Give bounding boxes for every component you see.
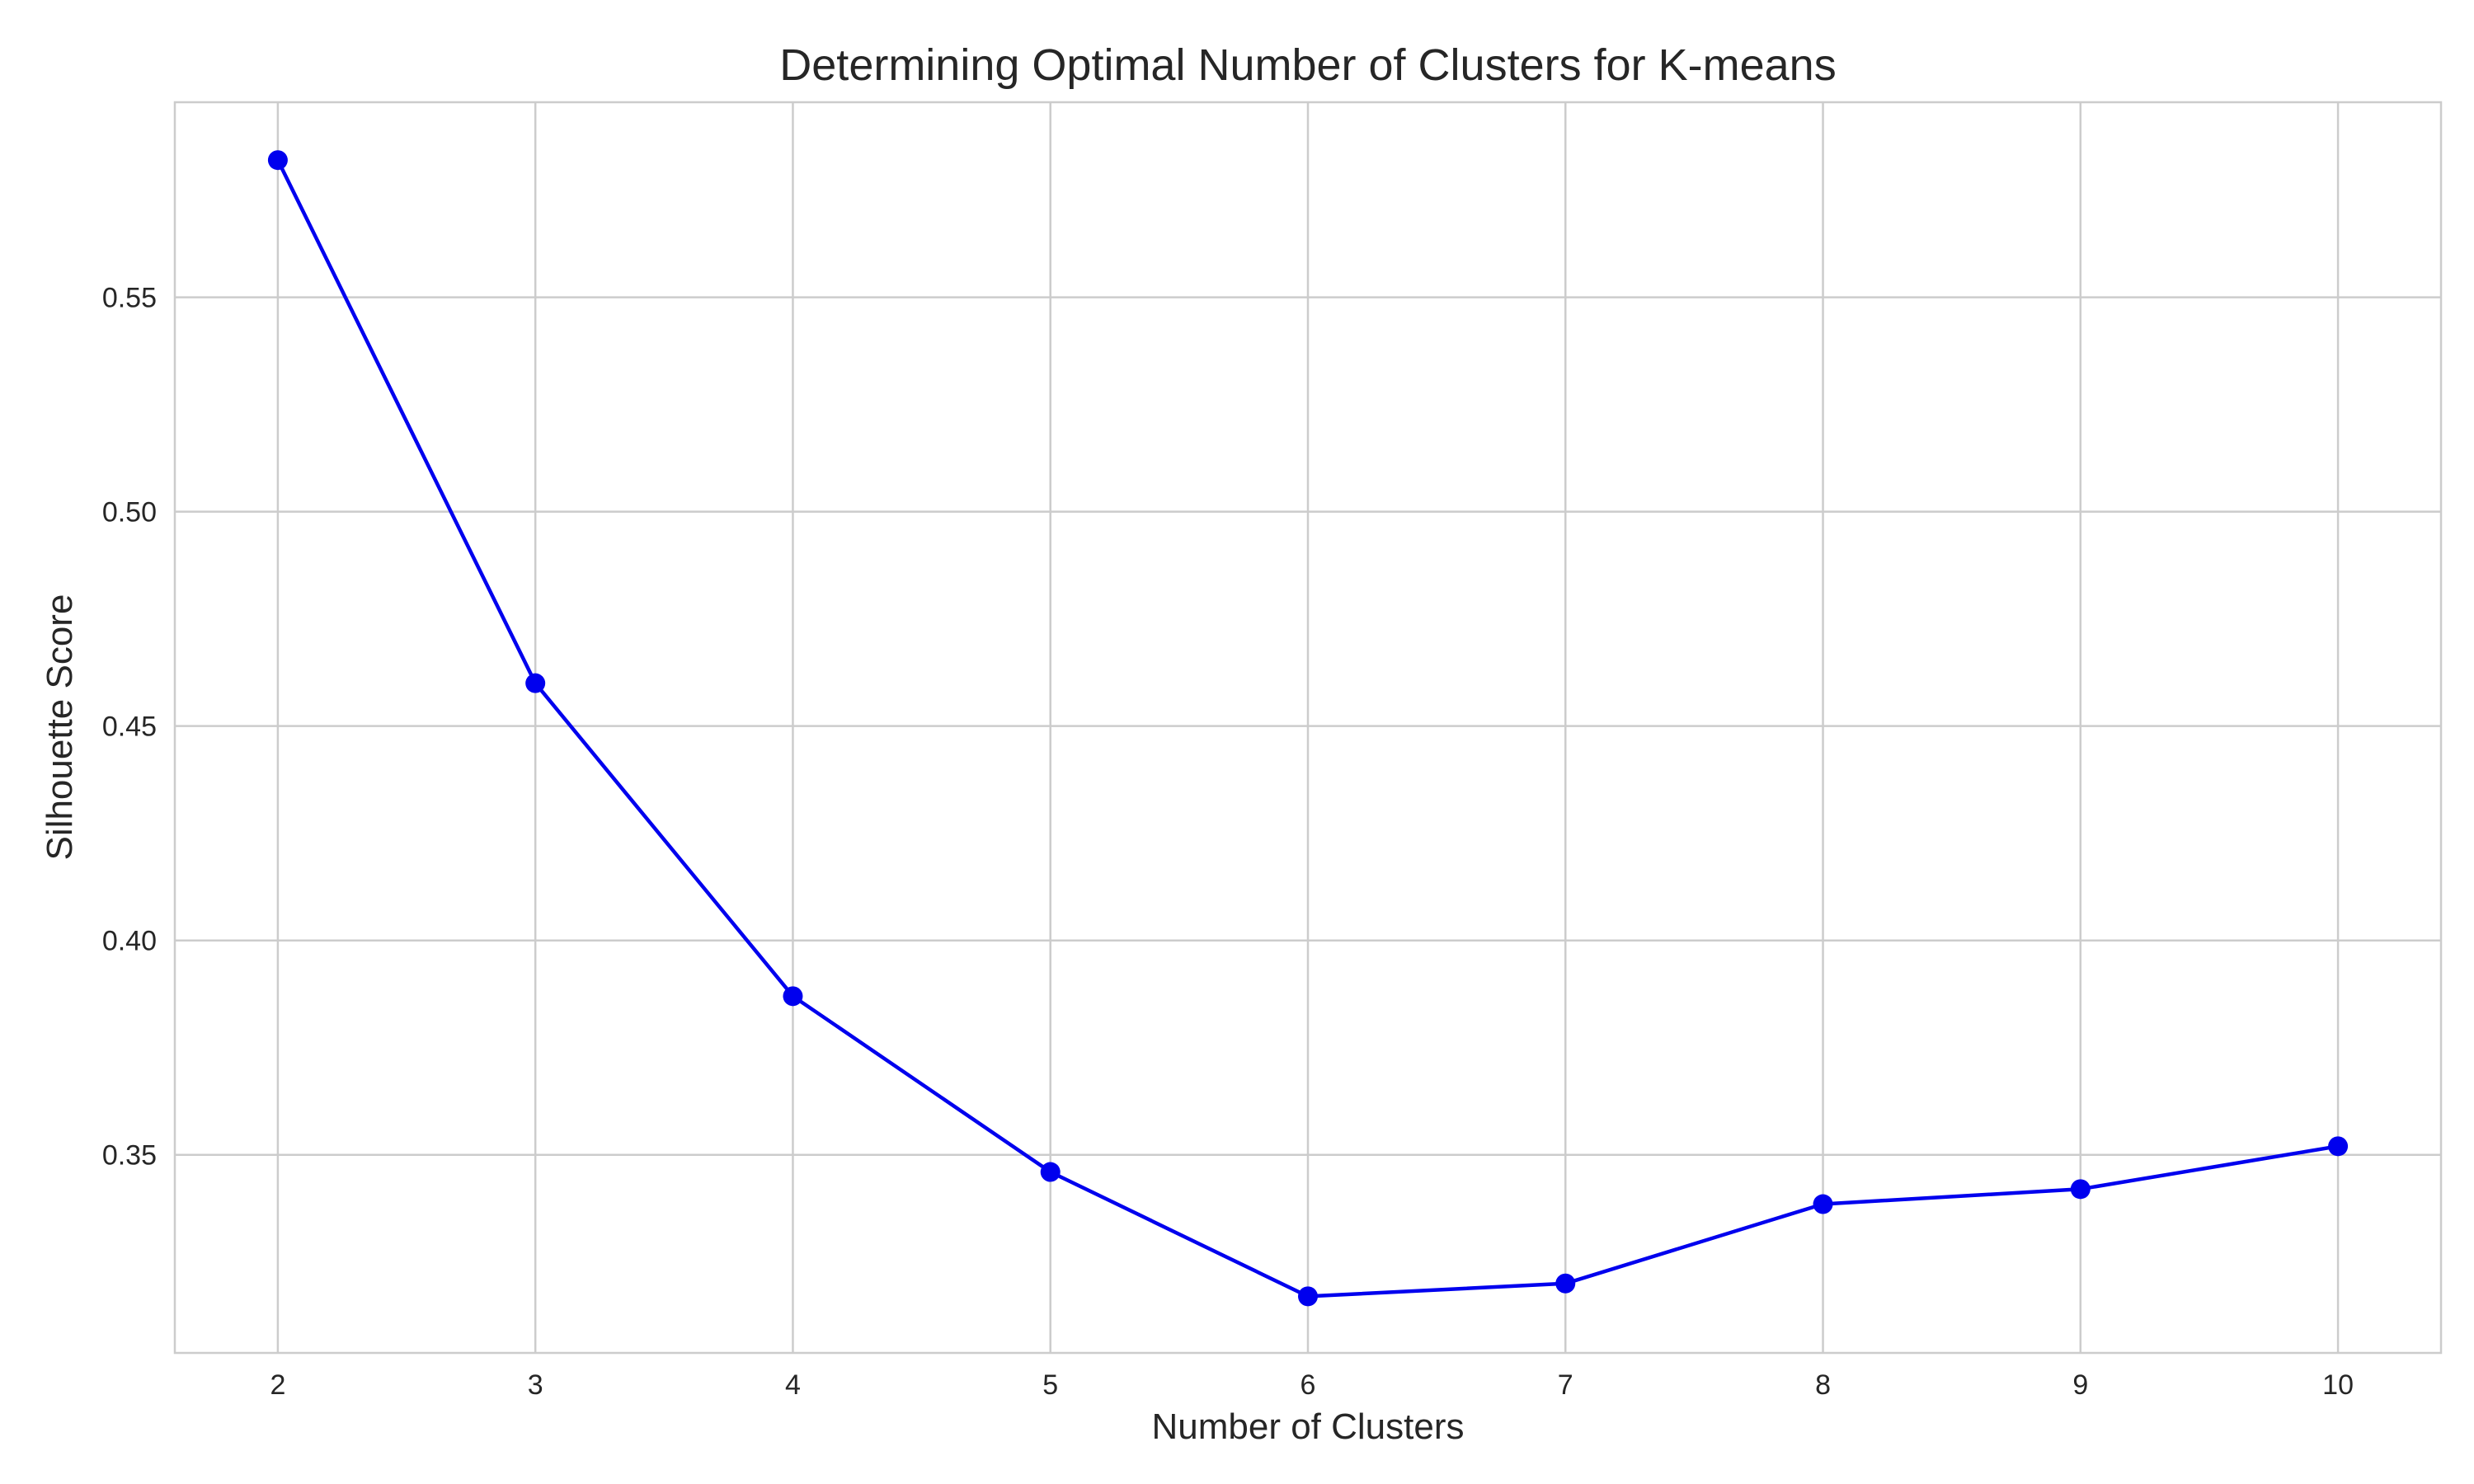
x-tick-label: 4 xyxy=(785,1369,801,1401)
grid xyxy=(175,102,2441,1353)
data-point xyxy=(525,673,546,693)
x-tick-label: 3 xyxy=(528,1369,543,1401)
data-point xyxy=(2328,1136,2349,1157)
y-tick-label: 0.50 xyxy=(102,497,157,528)
plot-frame xyxy=(173,101,2443,1355)
data-point xyxy=(783,986,803,1007)
y-tick-label: 0.40 xyxy=(102,926,157,957)
series-layer xyxy=(267,150,2349,1307)
x-tick-label: 5 xyxy=(1042,1369,1058,1401)
x-tick-label: 8 xyxy=(1815,1369,1831,1401)
data-point xyxy=(2070,1179,2091,1200)
y-tick-label: 0.45 xyxy=(102,711,157,743)
x-tick-label: 10 xyxy=(2322,1369,2354,1401)
x-tick-label: 7 xyxy=(1558,1369,1573,1401)
x-axis-label: Number of Clusters xyxy=(1151,1407,1464,1447)
tick-labels: 2 3 4 5 6 7 8 9 10 0.35 0.40 0.45 0.50 0.55 xyxy=(102,283,2354,1401)
data-point xyxy=(267,150,288,171)
data-point xyxy=(1813,1194,1833,1214)
chart-title: Determining Optimal Number of Clusters f… xyxy=(779,40,1836,90)
data-point xyxy=(1555,1273,1576,1294)
y-tick-label: 0.35 xyxy=(102,1140,157,1172)
y-axis-label: Silhouette Score xyxy=(40,594,80,861)
data-point xyxy=(1040,1162,1061,1182)
y-tick-label: 0.55 xyxy=(102,283,157,314)
x-tick-label: 9 xyxy=(2072,1369,2088,1401)
x-tick-label: 6 xyxy=(1300,1369,1316,1401)
x-tick-label: 2 xyxy=(270,1369,285,1401)
data-point xyxy=(1298,1286,1318,1307)
